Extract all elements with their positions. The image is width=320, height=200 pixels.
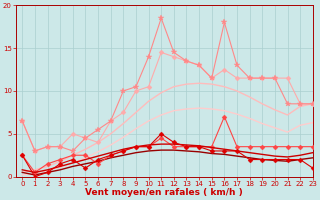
X-axis label: Vent moyen/en rafales ( km/h ): Vent moyen/en rafales ( km/h ) — [85, 188, 243, 197]
